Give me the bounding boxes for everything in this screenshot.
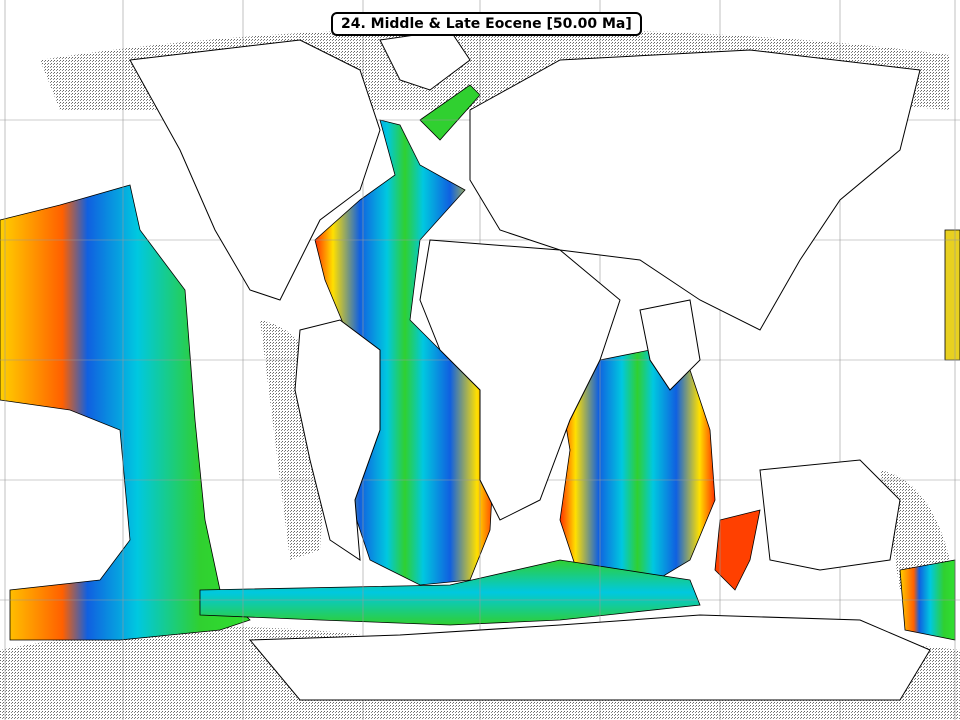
australia — [759, 459, 901, 571]
north-america — [129, 39, 381, 301]
south-america — [294, 319, 381, 561]
pacific-crust — [0, 184, 251, 641]
coastlines — [129, 29, 931, 701]
map-title: 24. Middle & Late Eocene [50.00 Ma] — [331, 12, 642, 36]
southern-ocean-crust — [199, 559, 701, 626]
india — [639, 299, 701, 391]
eurasia — [469, 49, 921, 331]
africa — [419, 239, 621, 521]
indian-crust — [559, 349, 716, 591]
east-edge-crust — [944, 229, 960, 361]
west-australia-crust — [714, 509, 761, 591]
antarctica — [248, 614, 931, 701]
